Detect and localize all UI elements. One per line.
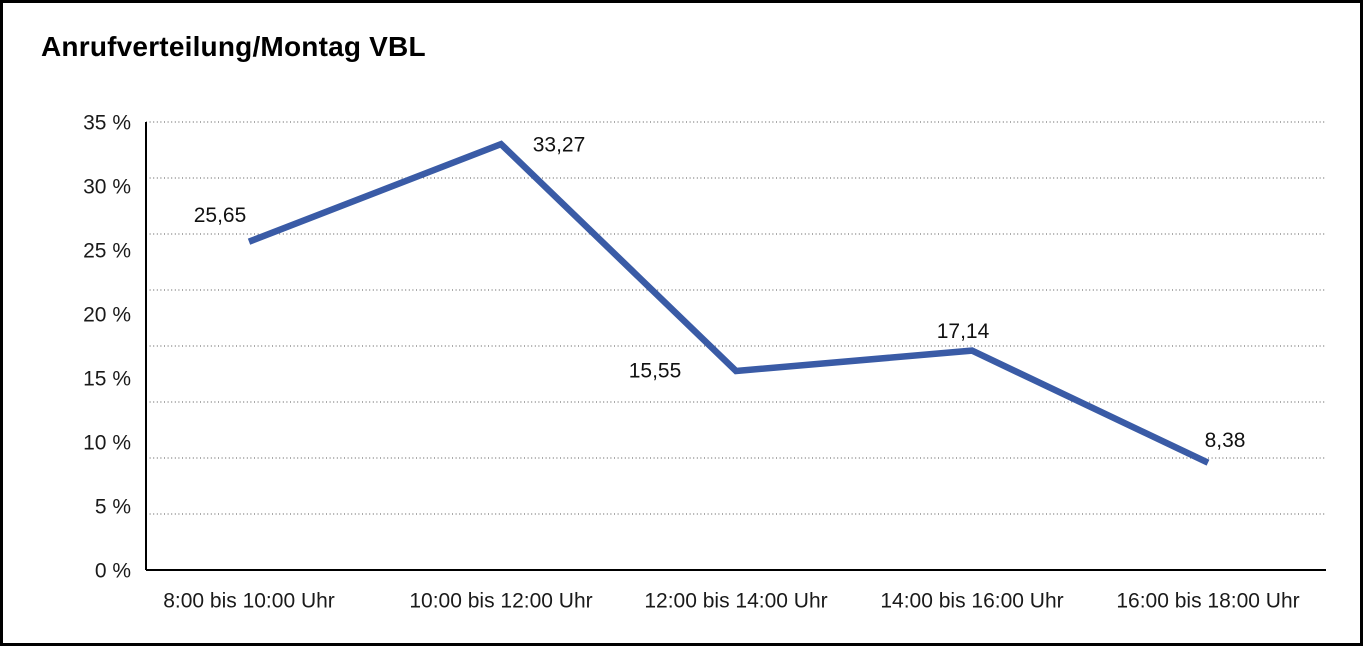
y-tick-label: 35 % [83, 111, 131, 134]
y-tick-label: 5 % [95, 495, 131, 518]
data-point-label: 33,27 [533, 133, 586, 156]
line-chart-canvas: 35 % 30 % 25 % 20 % 15 % 10 % 5 % 0 % 8:00 bis 1… [83, 111, 1326, 612]
y-tick-label: 30 % [83, 175, 131, 198]
data-point-label: 8,38 [1205, 429, 1246, 452]
x-category-label: 14:00 bis 16:00 Uhr [880, 589, 1063, 612]
y-tick-label: 20 % [83, 303, 131, 326]
x-category-label: 16:00 bis 18:00 Uhr [1116, 589, 1299, 612]
data-point-label: 15,55 [629, 359, 682, 382]
data-point-label: 25,65 [194, 204, 247, 227]
x-category-label: 12:00 bis 14:00 Uhr [644, 589, 827, 612]
y-tick-label: 15 % [83, 367, 131, 390]
y-tick-label: 25 % [83, 239, 131, 262]
data-line [247, 140, 1210, 466]
data-point-label: 17,14 [937, 320, 990, 343]
chart-title: Anrufverteilung/Montag VBL [41, 31, 426, 62]
y-tick-label: 0 % [95, 559, 131, 582]
y-tick-label: 10 % [83, 431, 131, 454]
x-category-label: 10:00 bis 12:00 Uhr [409, 589, 592, 612]
x-category-label: 8:00 bis 10:00 Uhr [163, 589, 335, 612]
